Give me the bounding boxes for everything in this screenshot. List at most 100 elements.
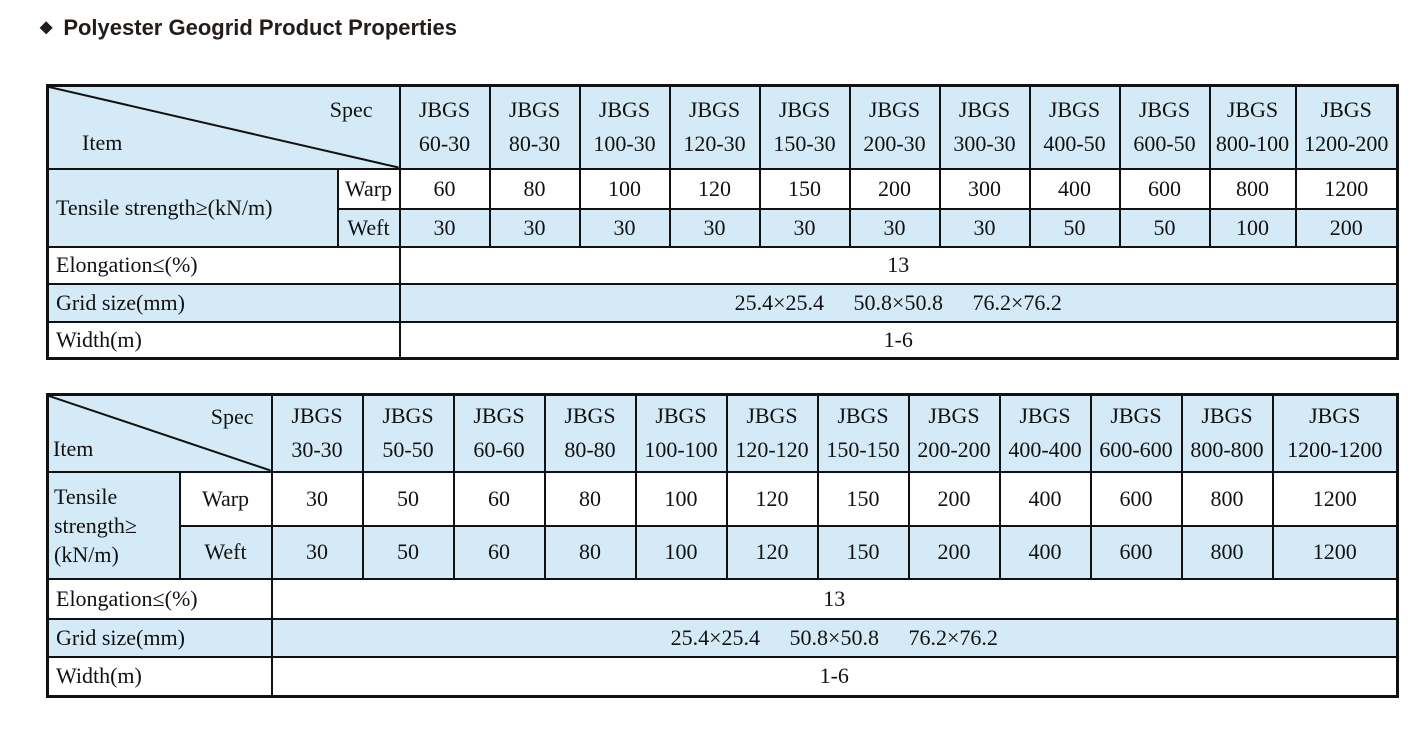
spec-column-header: JBGS 120-30 [668, 84, 761, 170]
spec-prefix: JBGS [928, 403, 980, 429]
spec-prefix: JBGS [1309, 403, 1361, 429]
geogrid-table-1: Spec Item JBGS 60-30 JBGS 80-30 JBGS 100-30… [46, 84, 1399, 360]
spec-prefix: JBGS [598, 97, 651, 123]
value-cell: 60 [452, 524, 546, 580]
value-cell: 800 [1208, 167, 1297, 210]
spec-code: 600-50 [1133, 131, 1196, 157]
weft-label: Weft [336, 207, 401, 248]
elongation-value: 13 [398, 245, 1399, 285]
weft-label: Weft [178, 524, 273, 580]
grid-size-row: Grid size(mm) 25.4×25.4 50.8×50.8 76.2×7… [46, 282, 1399, 323]
spec-prefix: JBGS [655, 403, 707, 429]
value-cell: 30 [848, 207, 941, 248]
spec-prefix: JBGS [291, 403, 343, 429]
grid-size-value: 25.4×25.4 50.8×50.8 76.2×76.2 [270, 617, 1399, 658]
spec-column-header: JBGS 60-60 [452, 393, 546, 473]
value-cell: 80 [488, 167, 581, 210]
spec-prefix: JBGS [688, 97, 741, 123]
value-cell: 200 [1294, 207, 1399, 248]
spec-column-header: JBGS 200-30 [848, 84, 941, 170]
spec-column-header: JBGS 30-30 [270, 393, 364, 473]
value-cell: 100 [1208, 207, 1297, 248]
spec-code: 120-120 [735, 437, 809, 463]
header-row: Spec Item JBGS 30-30 JBGS 50-50 JBGS 60-60 … [46, 393, 1399, 473]
spec-column-header: JBGS 600-600 [1089, 393, 1183, 473]
spec-column-header: JBGS 150-150 [816, 393, 910, 473]
width-row: Width(m) 1-6 [46, 655, 1399, 698]
diagonal-divider [49, 396, 271, 471]
spec-code: 800-100 [1215, 131, 1290, 157]
corner-item-label: Item [53, 435, 94, 461]
weft-row: Weft 30 30 30 30 30 30 30 50 50 100 200 [48, 207, 1399, 248]
spec-prefix: JBGS [778, 97, 831, 123]
elongation-row: Elongation≤(%) 13 [46, 245, 1399, 285]
spec-code: 120-30 [683, 131, 746, 157]
value-cell: 600 [1089, 524, 1183, 580]
spec-column-header: JBGS 800-800 [1180, 393, 1274, 473]
spec-column-header: JBGS 400-400 [998, 393, 1092, 473]
value-cell: 200 [907, 470, 1001, 527]
grid-size-label: Grid size(mm) [46, 282, 401, 323]
warp-row: Tensile strength≥(kN/m) Warp 60 80 100 1… [46, 167, 1399, 248]
value-cell: 30 [758, 207, 851, 248]
spec-code: 800-800 [1190, 437, 1264, 463]
width-label: Width(m) [46, 320, 401, 360]
value-cell: 300 [938, 167, 1031, 210]
page: ◆ Polyester Geogrid Product Properties S… [40, 15, 1399, 698]
spec-column-header: JBGS 80-30 [488, 84, 581, 170]
value-cell: 120 [725, 524, 819, 580]
value-cell: 400 [998, 470, 1092, 527]
value-cell: 120 [668, 167, 761, 210]
spec-code: 80-80 [564, 437, 616, 463]
warp-row: Tensile strength≥ (kN/m) Warp 30 50 60 8… [46, 470, 1399, 580]
value-cell: 50 [1028, 207, 1121, 248]
spec-prefix: JBGS [1201, 403, 1253, 429]
corner-spec-label: Spec [210, 404, 254, 429]
value-cell: 60 [398, 167, 491, 210]
value-cell: 30 [668, 207, 761, 248]
width-value: 1-6 [398, 320, 1399, 360]
spec-prefix: JBGS [508, 97, 561, 123]
spec-code: 400-400 [1008, 437, 1082, 463]
tensile-strength-label: Tensile strength≥(kN/m) [46, 167, 339, 248]
spec-prefix: JBGS [382, 403, 434, 429]
spec-code: 60-30 [418, 131, 471, 157]
elongation-label: Elongation≤(%) [46, 245, 401, 285]
spec-column-header: JBGS 60-30 [398, 84, 491, 170]
spec-code: 100-30 [593, 131, 656, 157]
corner-cell: Spec Item [46, 84, 401, 170]
spec-column-header: JBGS 1200-1200 [1271, 393, 1399, 473]
spec-code: 1200-1200 [1287, 437, 1383, 463]
value-cell: 600 [1089, 470, 1183, 527]
width-value: 1-6 [270, 655, 1399, 698]
spec-column-header: JBGS 300-30 [938, 84, 1031, 170]
spec-column-header: JBGS 100-30 [578, 84, 671, 170]
spec-prefix: JBGS [473, 403, 525, 429]
elongation-row: Elongation≤(%) 13 [46, 577, 1399, 620]
spec-prefix: JBGS [564, 403, 616, 429]
elongation-value: 13 [270, 577, 1399, 620]
value-cell: 100 [578, 167, 671, 210]
value-cell: 1200 [1271, 524, 1399, 580]
spec-code: 150-150 [826, 437, 900, 463]
spec-prefix: JBGS [418, 97, 471, 123]
corner-cell: Spec Item [46, 393, 273, 473]
diamond-icon: ◆ [40, 19, 53, 36]
spec-code: 100-100 [644, 437, 718, 463]
value-cell: 80 [543, 470, 637, 527]
spec-column-header: JBGS 600-50 [1118, 84, 1211, 170]
width-row: Width(m) 1-6 [46, 320, 1399, 360]
spec-prefix: JBGS [1019, 403, 1071, 429]
value-cell: 1200 [1294, 167, 1399, 210]
value-cell: 30 [270, 524, 364, 580]
spec-column-header: JBGS 150-30 [758, 84, 851, 170]
spec-prefix: JBGS [1320, 97, 1372, 123]
value-cell: 30 [270, 470, 364, 527]
spec-prefix: JBGS [1048, 97, 1101, 123]
spec-code: 30-30 [291, 437, 343, 463]
spec-code: 200-200 [917, 437, 991, 463]
spec-prefix: JBGS [1138, 97, 1191, 123]
value-cell: 150 [816, 524, 910, 580]
value-cell: 50 [361, 524, 455, 580]
spec-column-header: JBGS 1200-200 [1294, 84, 1399, 170]
